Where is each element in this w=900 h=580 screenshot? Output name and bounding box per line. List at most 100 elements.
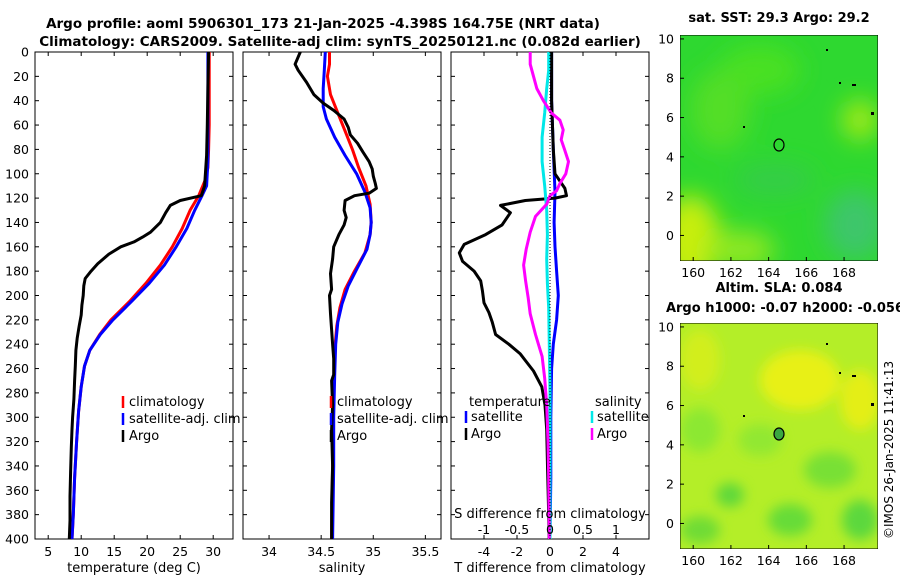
difference-xlabel-top: S difference from climatology xyxy=(454,507,646,522)
island xyxy=(871,403,874,406)
map-xtick-label: 162 xyxy=(719,265,743,280)
ytick-label: 40 xyxy=(13,93,29,108)
legend-label-argo: Argo xyxy=(129,429,159,444)
sla-low-patch xyxy=(716,483,744,507)
map-xtick-label: 160 xyxy=(681,553,705,568)
map-ytick-label: 6 xyxy=(666,110,674,125)
legend-title-salinity: salinity xyxy=(595,395,642,410)
map-ytick-label: 8 xyxy=(666,359,674,374)
legend-label-climatology: climatology xyxy=(129,395,205,410)
sla-high-patch xyxy=(760,350,840,410)
map-axes: 160 162 164 166 168 0 2 4 6 8 10 160 162 164 166 168 0 2 4… xyxy=(658,31,856,568)
ytick-label: 280 xyxy=(5,385,29,400)
xtick-label: 20 xyxy=(139,544,155,559)
island xyxy=(826,49,828,51)
map-ytick-label: 2 xyxy=(666,477,674,492)
xtick-label: 5 xyxy=(44,544,52,559)
map-ytick-label: 0 xyxy=(666,228,674,243)
xtick-label: 34.5 xyxy=(307,544,335,559)
series-line-argo xyxy=(293,51,378,539)
sst-float-marker xyxy=(773,138,785,152)
sla-low-patch xyxy=(680,408,720,452)
sla-islands xyxy=(743,343,874,417)
sst-map xyxy=(680,35,878,261)
xtick-label: 2 xyxy=(579,544,587,559)
ytick-label: 60 xyxy=(13,118,29,133)
legend-label-satellite-adj: satellite-adj. clim xyxy=(337,412,449,427)
map-ytick-label: 8 xyxy=(666,71,674,86)
xtick-top-label: 1 xyxy=(612,522,620,537)
legend-label-s-argo: Argo xyxy=(597,427,627,442)
sla-low-patch xyxy=(804,452,856,488)
island xyxy=(839,82,841,84)
ytick-label: 140 xyxy=(5,215,29,230)
map-ytick-label: 10 xyxy=(658,31,674,46)
ytick-label: 0 xyxy=(21,45,29,60)
sla-high-patch xyxy=(840,370,878,430)
sst-warm-patch xyxy=(842,100,878,140)
xtick-label: 0 xyxy=(546,544,554,559)
legend-label-argo: Argo xyxy=(337,429,367,444)
xtick-label: 10 xyxy=(73,544,89,559)
map-xtick-label: 166 xyxy=(794,553,818,568)
map-ytick-label: 6 xyxy=(666,398,674,413)
temperature-xlabel: temperature (deg C) xyxy=(67,561,201,576)
xtick-label: 25 xyxy=(172,544,188,559)
sla-map-title-line2: Argo h1000: -0.07 h2000: -0.056 xyxy=(666,301,900,316)
legend-label-satellite-adj: satellite-adj. clim xyxy=(129,412,241,427)
island xyxy=(852,375,856,377)
xtick-top-label: -1 xyxy=(478,522,490,537)
series-line-argo xyxy=(67,51,211,540)
sla-low-patch xyxy=(680,516,720,544)
ytick-label: 260 xyxy=(5,361,29,376)
xtick-label: 35.5 xyxy=(411,544,439,559)
ytick-label: 80 xyxy=(13,142,29,157)
map-ytick-label: 10 xyxy=(658,319,674,334)
temperature-plot: 0 20 40 60 80 100 120 140 160 180 200 220 240 260 280 3… xyxy=(5,45,233,559)
series-line-temperature-argo xyxy=(457,52,568,540)
ytick-label: 100 xyxy=(5,166,29,181)
map-xtick-label: 168 xyxy=(832,265,856,280)
difference-xlabel: T difference from climatology xyxy=(453,561,646,576)
island xyxy=(743,126,745,128)
ytick-label: 20 xyxy=(13,69,29,84)
sla-high-patch xyxy=(680,330,720,390)
island xyxy=(826,343,828,345)
salinity-plot: 34 34.5 35 35.5 xyxy=(243,51,441,559)
series-line-satellite-adj-clim xyxy=(70,52,210,540)
sla-low-patch xyxy=(768,504,812,536)
xtick-label: 15 xyxy=(106,544,122,559)
map-xtick-label: 168 xyxy=(832,553,856,568)
difference-legend: temperature salinity satellite Argo sate… xyxy=(464,395,649,442)
salinity-legend: climatology satellite-adj. clim Argo xyxy=(329,395,449,444)
legend-label-s-satellite: satellite xyxy=(597,410,649,425)
xtick-top-label: 0.5 xyxy=(573,522,593,537)
sst-cool-patch xyxy=(735,165,815,195)
xtick-label: 30 xyxy=(205,544,221,559)
map-xtick-label: 160 xyxy=(681,265,705,280)
ytick-label: 220 xyxy=(5,312,29,327)
legend-label-t-argo: Argo xyxy=(471,427,501,442)
sla-float-marker xyxy=(773,427,785,441)
map-ytick-label: 0 xyxy=(666,516,674,531)
ytick-label: 360 xyxy=(5,483,29,498)
map-xtick-label: 162 xyxy=(719,553,743,568)
island xyxy=(871,112,874,115)
ytick-label: 300 xyxy=(5,410,29,425)
ytick-label: 240 xyxy=(5,337,29,352)
xtick-label: 4 xyxy=(612,544,620,559)
xtick-label: -4 xyxy=(478,544,491,559)
sst-bright-patch xyxy=(690,70,750,150)
sla-map-title-line1: Altim. SLA: 0.084 xyxy=(716,281,843,296)
ytick-label: 400 xyxy=(5,532,29,547)
sla-low-patch xyxy=(738,424,782,456)
copyright-label: ©IMOS 26-Jan-2025 11:41:13 xyxy=(882,361,896,539)
ytick-label: 160 xyxy=(5,239,29,254)
island xyxy=(839,372,841,374)
island xyxy=(743,415,745,417)
figure-title-line1: Argo profile: aoml 5906301_173 21-Jan-20… xyxy=(46,16,600,32)
ytick-label: 320 xyxy=(5,434,29,449)
legend-title-temperature: temperature xyxy=(469,395,551,410)
